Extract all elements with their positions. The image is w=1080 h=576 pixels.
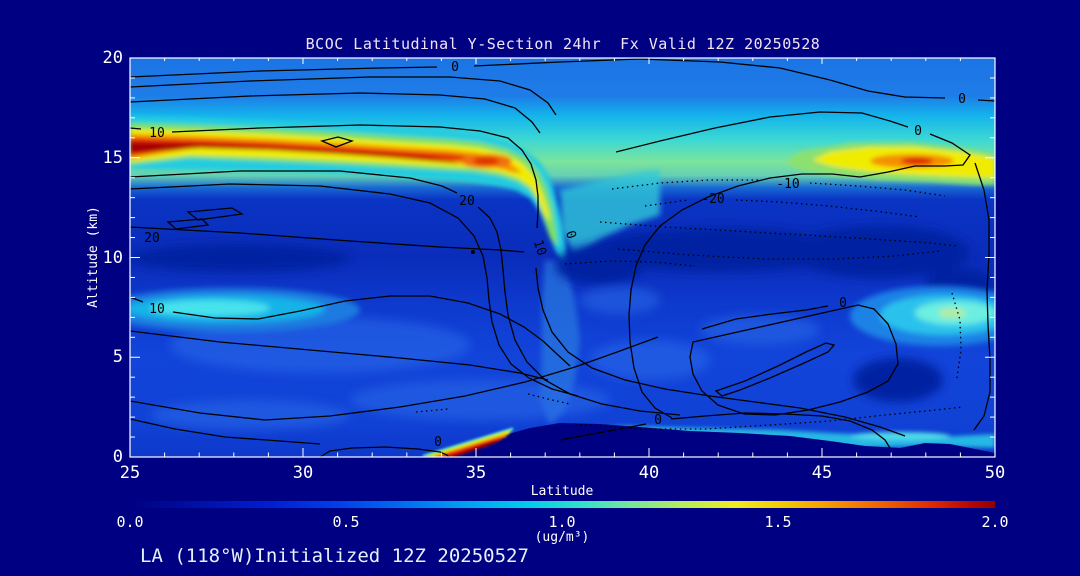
colorbar: 0.0 0.5 1.0 1.5 2.0 (ug/m³)	[116, 501, 1009, 545]
plume-band-west	[130, 116, 568, 268]
x-tick-30: 30	[293, 463, 313, 483]
cyan-patch-east	[850, 286, 995, 346]
x-tick-45: 45	[812, 463, 832, 483]
surface-hotspot	[422, 427, 514, 457]
contour-label: 10	[149, 302, 165, 317]
colorbar-tick-0: 0.0	[116, 513, 143, 531]
contour-label: 0	[451, 60, 459, 75]
x-tick-35: 35	[466, 463, 486, 483]
y-tick-0: 0	[113, 447, 123, 467]
contour-lines-solid	[130, 58, 995, 457]
contour-label: 0	[654, 413, 662, 428]
y-tick-5: 5	[113, 347, 123, 367]
init-caption: LA (118°W)Initialized 12Z 20250527	[140, 545, 529, 567]
plume-band-east	[785, 142, 995, 185]
colorbar-units: (ug/m³)	[535, 530, 590, 545]
colorbar-gradient	[130, 501, 995, 508]
x-axis-tick-labels: 25 30 35 40 45 50	[120, 463, 1005, 483]
field	[130, 58, 995, 457]
contour-label: 20	[144, 231, 160, 246]
dark-patches	[130, 226, 995, 402]
contour-label: 10	[149, 126, 165, 141]
y-tick-20: 20	[103, 48, 123, 68]
contour-label: 0	[839, 296, 847, 311]
colorbar-tick-4: 2.0	[981, 513, 1008, 531]
x-tick-50: 50	[985, 463, 1005, 483]
contour-label: -10	[776, 177, 799, 192]
x-tick-40: 40	[639, 463, 659, 483]
y-tick-15: 15	[103, 148, 123, 168]
contour-lines-dotted	[415, 179, 964, 430]
contour-labels: 0 0 0 0 0 0 10 10 10 20 20 -10 -20 0	[144, 60, 966, 450]
colorbar-tick-1: 0.5	[332, 513, 359, 531]
extremum-marker	[471, 250, 475, 254]
contour-label: 0	[914, 124, 922, 139]
y-tick-10: 10	[103, 248, 123, 268]
y-axis-title: Altitude (km)	[86, 206, 101, 308]
x-axis-title: Latitude	[531, 484, 594, 499]
contour-label: 10	[530, 238, 549, 258]
axis-ticks	[129, 57, 996, 458]
contour-label: 0	[958, 92, 966, 107]
y-axis-tick-labels: 0 5 10 15 20	[103, 48, 123, 467]
contour-label: -20	[701, 192, 724, 207]
contour-label: 0	[434, 435, 442, 450]
colorbar-tick-3: 1.5	[764, 513, 791, 531]
x-tick-25: 25	[120, 463, 140, 483]
contour-label: 20	[459, 194, 475, 209]
plot-title: BCOC Latitudinal Y-Section 24hr Fx Valid…	[306, 35, 821, 53]
colorbar-tick-2: 1.0	[548, 513, 575, 531]
cyan-patch-west	[130, 288, 360, 332]
terrain-mask	[436, 423, 995, 457]
